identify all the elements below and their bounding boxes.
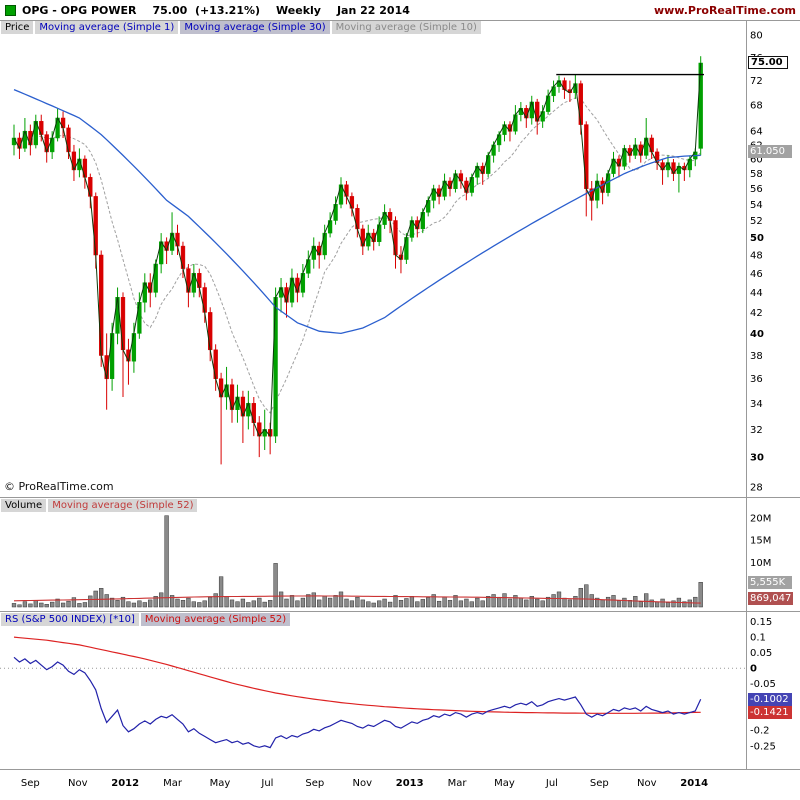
svg-text:60: 60 bbox=[750, 154, 763, 165]
svg-text:Nov: Nov bbox=[352, 778, 372, 789]
prorealtime-site-link[interactable]: www.ProRealTime.com bbox=[653, 3, 796, 17]
svg-text:2014: 2014 bbox=[680, 778, 708, 789]
svg-text:54: 54 bbox=[750, 200, 763, 211]
price-chart-layer bbox=[11, 56, 704, 465]
svg-text:32: 32 bbox=[750, 425, 763, 436]
ma10-value-badge: 61.050 bbox=[748, 145, 792, 158]
svg-text:56: 56 bbox=[750, 184, 763, 195]
svg-text:50: 50 bbox=[750, 233, 764, 244]
last-price-and-change: 75.00 (+13.21%) bbox=[152, 4, 260, 17]
svg-text:2012: 2012 bbox=[111, 778, 139, 789]
svg-text:36: 36 bbox=[750, 374, 763, 385]
svg-text:20M: 20M bbox=[750, 513, 771, 524]
legend-volume[interactable]: Volume bbox=[1, 499, 47, 512]
svg-text:10M: 10M bbox=[750, 558, 771, 569]
svg-text:34: 34 bbox=[750, 399, 763, 410]
svg-text:64: 64 bbox=[750, 127, 763, 138]
svg-text:0: 0 bbox=[750, 664, 757, 675]
volume-ma-badge: 869,047 bbox=[748, 592, 794, 605]
svg-text:May: May bbox=[494, 778, 515, 789]
svg-text:46: 46 bbox=[750, 269, 763, 280]
legend-volume-ma-simple-52[interactable]: Moving average (Simple 52) bbox=[48, 499, 198, 512]
rs-ma-badge: -0.1421 bbox=[748, 706, 792, 719]
legend-price[interactable]: Price bbox=[1, 21, 34, 34]
last-price-badge: 75.00 bbox=[748, 56, 788, 69]
last-volume-badge: 5,555K bbox=[748, 576, 792, 589]
legend-rs-sp500[interactable]: RS (S&P 500 INDEX) [*10] bbox=[1, 613, 139, 626]
svg-text:2013: 2013 bbox=[396, 778, 424, 789]
svg-text:15M: 15M bbox=[750, 536, 771, 547]
date-label: Jan 22 2014 bbox=[336, 3, 410, 17]
svg-text:38: 38 bbox=[750, 351, 763, 362]
svg-text:48: 48 bbox=[750, 250, 763, 261]
volume-legend: Volume Moving average (Simple 52) bbox=[1, 499, 198, 512]
copyright-text: © ProRealTime.com bbox=[4, 480, 114, 493]
svg-text:Jul: Jul bbox=[260, 778, 273, 789]
svg-text:42: 42 bbox=[750, 308, 763, 319]
svg-text:-0.05: -0.05 bbox=[750, 679, 776, 690]
svg-text:68: 68 bbox=[750, 101, 763, 112]
svg-text:Sep: Sep bbox=[590, 778, 609, 789]
legend-ma-simple-30[interactable]: Moving average (Simple 30) bbox=[180, 21, 330, 34]
svg-text:Nov: Nov bbox=[68, 778, 88, 789]
legend-rs-ma-simple-52[interactable]: Moving average (Simple 52) bbox=[140, 613, 291, 626]
chart-header: OPG - OPG POWER 75.00 (+13.21%) Weekly J… bbox=[0, 0, 800, 20]
svg-text:Mar: Mar bbox=[163, 778, 183, 789]
rs-value-badge: -0.1002 bbox=[748, 693, 792, 706]
svg-text:0.1: 0.1 bbox=[750, 633, 766, 644]
svg-text:52: 52 bbox=[750, 216, 763, 227]
svg-text:0.05: 0.05 bbox=[750, 648, 772, 659]
rs-legend: RS (S&P 500 INDEX) [*10] Moving average … bbox=[1, 613, 291, 626]
last-price: 75.00 bbox=[152, 3, 188, 17]
svg-text:Nov: Nov bbox=[637, 778, 657, 789]
svg-text:28: 28 bbox=[750, 482, 763, 493]
price-legend: Price Moving average (Simple 1) Moving a… bbox=[1, 21, 481, 34]
svg-text:58: 58 bbox=[750, 169, 763, 180]
timeframe-label[interactable]: Weekly bbox=[276, 3, 321, 17]
rs-chart-layer bbox=[0, 636, 746, 749]
svg-text:Mar: Mar bbox=[448, 778, 468, 789]
svg-text:30: 30 bbox=[750, 453, 764, 464]
svg-text:72: 72 bbox=[750, 76, 763, 87]
instrument-icon bbox=[5, 4, 16, 16]
svg-text:May: May bbox=[210, 778, 231, 789]
svg-text:Sep: Sep bbox=[305, 778, 324, 789]
svg-text:-0.25: -0.25 bbox=[750, 741, 776, 752]
svg-text:0.15: 0.15 bbox=[750, 617, 772, 628]
svg-text:-0.2: -0.2 bbox=[750, 726, 770, 737]
price-change: (+13.21%) bbox=[194, 3, 261, 17]
svg-text:80: 80 bbox=[750, 31, 763, 42]
legend-ma-simple-1[interactable]: Moving average (Simple 1) bbox=[35, 21, 179, 34]
axis-labels-layer: 8076726864626058565452504846444240383634… bbox=[750, 31, 776, 753]
svg-text:40: 40 bbox=[750, 329, 764, 340]
time-axis-layer: Sep Nov 2012 Mar May Jul Sep Nov 2013 Mar May Jul Se… bbox=[21, 778, 708, 789]
svg-text:44: 44 bbox=[750, 288, 763, 299]
svg-text:Sep: Sep bbox=[21, 778, 40, 789]
volume-chart-layer bbox=[11, 515, 703, 608]
panel-borders bbox=[0, 20, 800, 770]
legend-ma-simple-10[interactable]: Moving average (Simple 10) bbox=[331, 21, 481, 34]
instrument-title: OPG - OPG POWER bbox=[22, 3, 137, 17]
svg-text:Jul: Jul bbox=[545, 778, 558, 789]
